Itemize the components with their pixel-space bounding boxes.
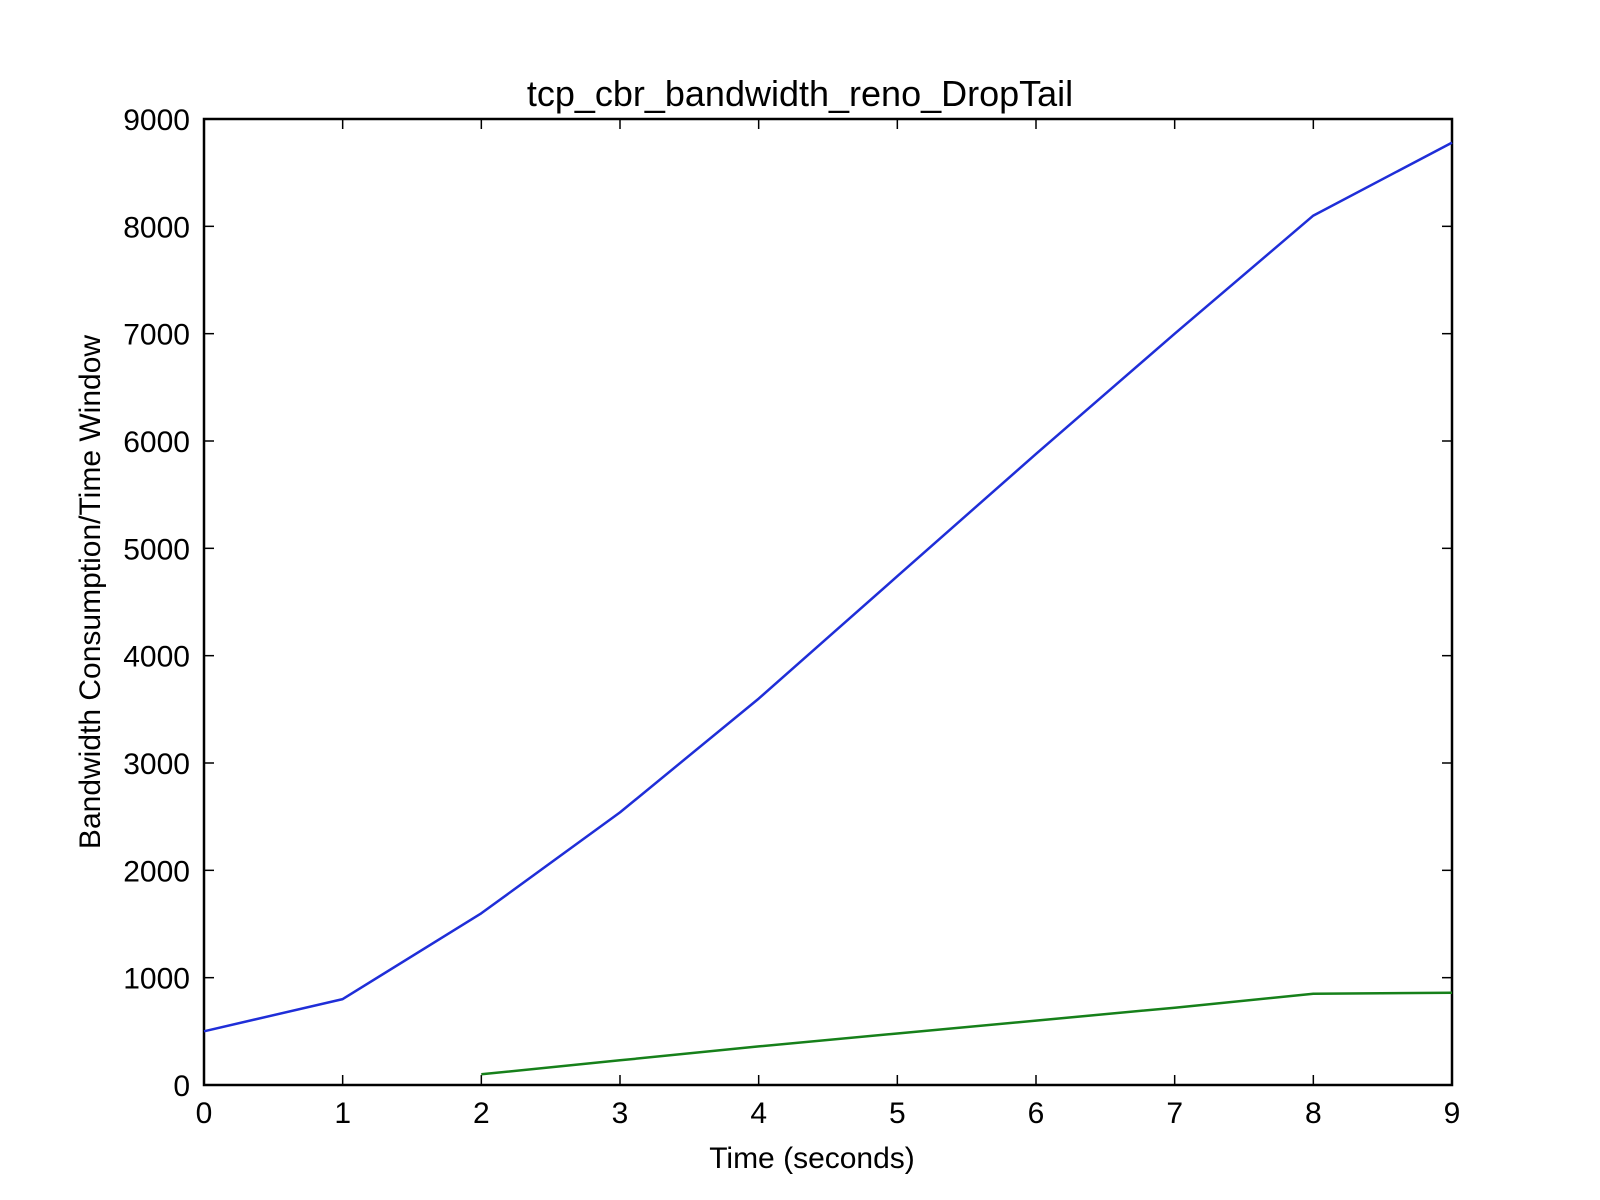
y-tick-label: 3000 bbox=[123, 748, 190, 781]
chart-title: tcp_cbr_bandwidth_reno_DropTail bbox=[527, 73, 1073, 114]
plot-frame bbox=[202, 117, 1454, 1087]
plot-area bbox=[202, 117, 1454, 1087]
y-tick-label: 1000 bbox=[123, 963, 190, 996]
series-line-1 bbox=[203, 141, 1453, 1033]
y-tick-label: 4000 bbox=[123, 641, 190, 674]
y-axis: 0 1000 2000 3000 4000 5000 6000 7000 8000 9000 bbox=[123, 104, 1452, 1103]
x-tick-label: 1 bbox=[334, 1097, 351, 1130]
y-tick-label: 0 bbox=[173, 1070, 190, 1103]
y-tick-label: 9000 bbox=[123, 104, 190, 137]
x-tick-label: 9 bbox=[1444, 1097, 1461, 1130]
x-tick-label: 4 bbox=[750, 1097, 767, 1130]
y-tick-label: 5000 bbox=[123, 533, 190, 566]
series-line-2 bbox=[481, 991, 1453, 1076]
x-tick-label: 7 bbox=[1166, 1097, 1183, 1130]
x-tick-label: 0 bbox=[196, 1097, 213, 1130]
y-tick-label: 6000 bbox=[123, 426, 190, 459]
y-tick-label: 8000 bbox=[123, 211, 190, 244]
y-tick-label: 2000 bbox=[123, 855, 190, 888]
x-axis-label: Time (seconds) bbox=[709, 1142, 915, 1175]
x-tick-label: 2 bbox=[473, 1097, 490, 1130]
y-tick-label: 7000 bbox=[123, 319, 190, 352]
x-tick-label: 8 bbox=[1305, 1097, 1322, 1130]
y-axis-label: Bandwidth Consumption/Time Window bbox=[74, 335, 107, 849]
x-axis: 0 1 2 3 4 5 6 7 8 9 bbox=[196, 119, 1461, 1130]
x-tick-label: 5 bbox=[889, 1097, 906, 1130]
series-layer bbox=[203, 141, 1453, 1076]
x-tick-label: 6 bbox=[1028, 1097, 1045, 1130]
x-tick-label: 3 bbox=[612, 1097, 629, 1130]
